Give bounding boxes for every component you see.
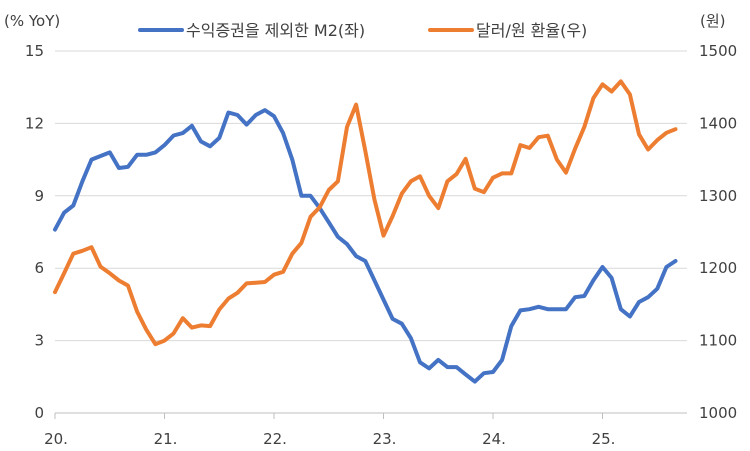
left-tick-label: 15 <box>25 42 44 60</box>
right-tick-label: 1100 <box>699 332 737 350</box>
right-tick-label: 1400 <box>699 114 737 132</box>
right-tick-label: 1200 <box>699 259 737 277</box>
left-axis-label: (% YoY) <box>4 12 60 30</box>
series-line-fx <box>53 79 678 347</box>
gridlines <box>55 50 687 342</box>
x-tick-label: 25. <box>592 430 616 448</box>
x-tick-label: 21. <box>154 430 178 448</box>
legend-label-m2: 수익증권을 제외한 M2(좌) <box>186 21 365 40</box>
right-tick-label: 1300 <box>699 187 737 205</box>
legend: 수익증권을 제외한 M2(좌) 달러/원 환율(우) <box>138 21 587 40</box>
x-axis-ticks: 20. 21. 22. 23. 24. 25. <box>44 413 615 448</box>
series-line-m2 <box>53 108 678 384</box>
left-tick-label: 12 <box>25 114 44 132</box>
x-tick-label: 23. <box>373 430 397 448</box>
right-tick-label: 1000 <box>699 404 737 422</box>
right-tick-label: 1500 <box>699 42 737 60</box>
x-tick-label: 22. <box>263 430 287 448</box>
x-tick-label: 20. <box>44 430 68 448</box>
series-group <box>53 79 678 384</box>
left-axis-ticks: 0 3 6 9 12 15 <box>25 42 44 422</box>
x-tick-label: 24. <box>482 430 506 448</box>
left-tick-label: 9 <box>34 187 44 205</box>
legend-label-fx: 달러/원 환율(우) <box>476 21 587 40</box>
left-tick-label: 3 <box>34 332 44 350</box>
left-tick-label: 6 <box>34 259 44 277</box>
right-axis-label: (원) <box>700 12 726 30</box>
left-tick-label: 0 <box>34 404 44 422</box>
right-axis-ticks: 1000 1100 1200 1300 1400 1500 <box>699 42 737 422</box>
